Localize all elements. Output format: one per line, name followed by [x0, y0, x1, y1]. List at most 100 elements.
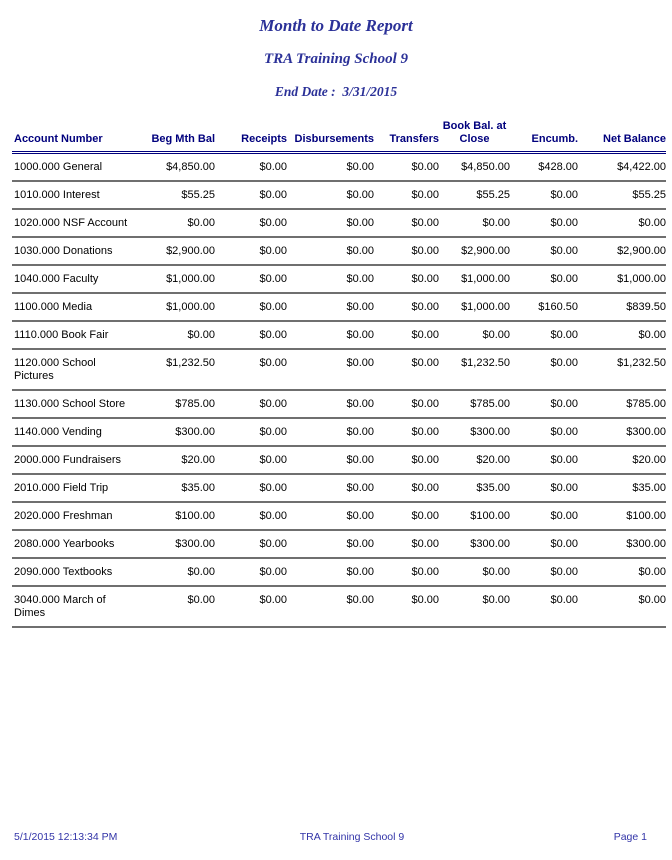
disbursements-cell: $0.00	[346, 189, 374, 201]
disbursements-cell: $0.00	[346, 301, 374, 313]
net-balance-cell: $55.25	[632, 189, 666, 201]
book-bal-at-close-cell: $4,850.00	[461, 161, 510, 173]
book-bal-at-close-cell: $300.00	[470, 538, 510, 550]
book-bal-at-close-cell: $0.00	[482, 217, 510, 229]
net-balance-cell: $300.00	[626, 426, 666, 438]
col-header-book-bal-at-close: Book Bal. at Close	[439, 112, 510, 154]
beg-mth-bal-cell: $0.00	[187, 217, 215, 229]
net-balance-cell: $839.50	[626, 301, 666, 313]
net-balance-cell: $785.00	[626, 398, 666, 410]
book-bal-at-close-cell: $2,900.00	[461, 245, 510, 257]
table-body: 1000.000 General $4,850.00 $0.00 $0.00 $…	[12, 153, 666, 627]
receipts-cell: $0.00	[259, 245, 287, 257]
book-bal-at-close-cell: $1,000.00	[461, 273, 510, 285]
receipts-cell: $0.00	[259, 357, 287, 369]
encumb-cell: $0.00	[550, 398, 578, 410]
encumb-cell: $0.00	[550, 482, 578, 494]
disbursements-cell: $0.00	[346, 217, 374, 229]
account-cell: 1030.000 Donations	[14, 245, 113, 257]
book-bal-at-close-cell: $1,232.50	[461, 357, 510, 369]
footer-school-name: TRA Training School 9	[299, 831, 405, 843]
beg-mth-bal-cell: $1,232.50	[166, 357, 215, 369]
transfers-cell: $0.00	[411, 454, 439, 466]
transfers-cell: $0.00	[411, 566, 439, 578]
book-bal-at-close-cell: $1,000.00	[461, 301, 510, 313]
account-cell: 2080.000 Yearbooks	[14, 538, 115, 550]
receipts-cell: $0.00	[259, 594, 287, 606]
account-cell: 1000.000 General	[14, 161, 103, 173]
disbursements-cell: $0.00	[346, 273, 374, 285]
table-row: 1120.000 School Pictures $1,232.50 $0.00…	[12, 349, 666, 390]
table-row: 1140.000 Vending $300.00 $0.00 $0.00 $0.…	[12, 418, 666, 446]
beg-mth-bal-cell: $20.00	[181, 454, 215, 466]
col-header-beg-mth-bal: Beg Mth Bal	[140, 112, 215, 154]
encumb-cell: $0.00	[550, 426, 578, 438]
account-cell: 1130.000 School Store	[14, 398, 126, 410]
account-cell: 2090.000 Textbooks	[14, 566, 113, 578]
beg-mth-bal-cell: $1,000.00	[166, 301, 215, 313]
page-footer: 5/1/2015 12:13:34 PM TRA Training School…	[0, 831, 672, 847]
table-header-row: Account Number Beg Mth Bal Receipts Disb…	[12, 112, 666, 154]
col-header-encumb: Encumb.	[510, 112, 578, 154]
table-row: 1130.000 School Store $785.00 $0.00 $0.0…	[12, 390, 666, 418]
net-balance-cell: $0.00	[638, 217, 666, 229]
disbursements-cell: $0.00	[346, 538, 374, 550]
book-bal-at-close-cell: $35.00	[476, 482, 510, 494]
beg-mth-bal-cell: $0.00	[187, 566, 215, 578]
disbursements-cell: $0.00	[346, 245, 374, 257]
beg-mth-bal-cell: $300.00	[175, 426, 215, 438]
disbursements-cell: $0.00	[346, 161, 374, 173]
transfers-cell: $0.00	[411, 538, 439, 550]
transfers-cell: $0.00	[411, 273, 439, 285]
book-bal-at-close-cell: $785.00	[470, 398, 510, 410]
net-balance-cell: $35.00	[632, 482, 666, 494]
beg-mth-bal-cell: $35.00	[181, 482, 215, 494]
net-balance-cell: $0.00	[638, 566, 666, 578]
disbursements-cell: $0.00	[346, 510, 374, 522]
table-row: 1100.000 Media $1,000.00 $0.00 $0.00 $0.…	[12, 293, 666, 321]
transfers-cell: $0.00	[411, 357, 439, 369]
table-row: 3040.000 March of Dimes $0.00 $0.00 $0.0…	[12, 586, 666, 627]
disbursements-cell: $0.00	[346, 426, 374, 438]
encumb-cell: $0.00	[550, 245, 578, 257]
receipts-cell: $0.00	[259, 273, 287, 285]
net-balance-cell: $1,232.50	[617, 357, 666, 369]
receipts-cell: $0.00	[259, 510, 287, 522]
report-table: Account Number Beg Mth Bal Receipts Disb…	[12, 112, 666, 628]
table-row: 1000.000 General $4,850.00 $0.00 $0.00 $…	[12, 153, 666, 181]
disbursements-cell: $0.00	[346, 329, 374, 341]
encumb-cell: $0.00	[550, 217, 578, 229]
disbursements-cell: $0.00	[346, 454, 374, 466]
transfers-cell: $0.00	[411, 161, 439, 173]
beg-mth-bal-cell: $0.00	[187, 329, 215, 341]
receipts-cell: $0.00	[259, 329, 287, 341]
report-school-name: TRA Training School 9	[263, 51, 409, 67]
receipts-cell: $0.00	[259, 398, 287, 410]
transfers-cell: $0.00	[411, 482, 439, 494]
encumb-cell: $0.00	[550, 454, 578, 466]
encumb-cell: $160.50	[538, 301, 578, 313]
net-balance-cell: $0.00	[638, 329, 666, 341]
disbursements-cell: $0.00	[346, 566, 374, 578]
account-cell: 1010.000 Interest	[14, 189, 100, 201]
encumb-cell: $0.00	[550, 510, 578, 522]
net-balance-cell: $0.00	[638, 594, 666, 606]
disbursements-cell: $0.00	[346, 398, 374, 410]
table-row: 1110.000 Book Fair $0.00 $0.00 $0.00 $0.…	[12, 321, 666, 349]
account-cell: 1140.000 Vending	[14, 426, 102, 438]
book-bal-at-close-cell: $0.00	[482, 594, 510, 606]
col-header-net-balance: Net Balance	[578, 112, 666, 154]
net-balance-cell: $1,000.00	[617, 273, 666, 285]
net-balance-cell: $20.00	[632, 454, 666, 466]
transfers-cell: $0.00	[411, 398, 439, 410]
report-end-date: End Date : 3/31/2015	[274, 84, 398, 99]
account-cell: 1110.000 Book Fair	[14, 329, 109, 341]
transfers-cell: $0.00	[411, 245, 439, 257]
receipts-cell: $0.00	[259, 538, 287, 550]
footer-timestamp: 5/1/2015 12:13:34 PM	[14, 831, 118, 843]
table-row: 2010.000 Field Trip $35.00 $0.00 $0.00 $…	[12, 474, 666, 502]
transfers-cell: $0.00	[411, 301, 439, 313]
receipts-cell: $0.00	[259, 482, 287, 494]
book-bal-at-close-cell: $300.00	[470, 426, 510, 438]
